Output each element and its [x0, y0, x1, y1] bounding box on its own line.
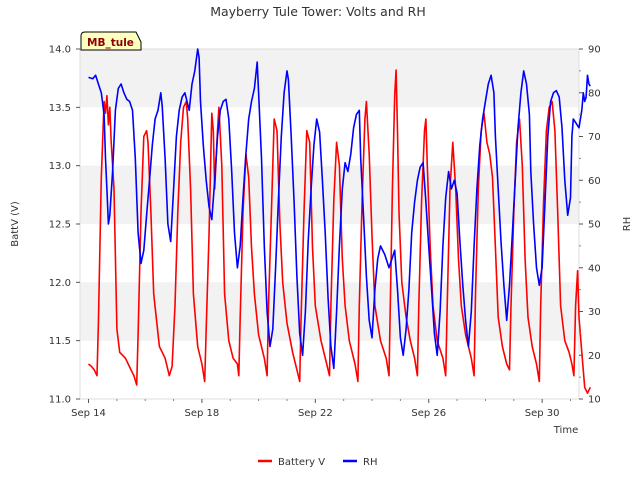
x-tick-label-3: Sep 26	[411, 408, 446, 419]
y-left-tick-label-5: 13.5	[49, 103, 71, 114]
y-right-tick-label-3: 40	[588, 263, 601, 274]
y-left-tick-label-2: 12.0	[49, 278, 71, 289]
y-right-tick-label-4: 50	[588, 220, 601, 231]
y-left-tick-label-3: 12.5	[49, 220, 71, 231]
y-right-tick-label-6: 70	[588, 132, 601, 143]
x-axis-label: Time	[553, 425, 578, 436]
y-left-tick-label-6: 14.0	[49, 45, 71, 56]
series-line-rh	[88, 48, 591, 370]
series-layer	[87, 48, 592, 394]
y-left-tick-label-1: 11.5	[49, 336, 71, 347]
band-1	[80, 165, 579, 224]
x-tick-label-0: Sep 14	[71, 408, 106, 419]
y-axis-right-label: RH	[622, 217, 633, 231]
y-right-tick-label-7: 80	[588, 88, 601, 99]
y-right-tick-label-5: 60	[588, 176, 601, 187]
y-left-tick-label-4: 13.0	[49, 161, 71, 172]
x-tick-label-4: Sep 30	[525, 408, 560, 419]
y-right-tick-label-0: 10	[588, 395, 601, 406]
chart-title: Mayberry Tule Tower: Volts and RH	[210, 4, 426, 19]
y-axis-left-label: BattV (V)	[10, 201, 21, 247]
x-tick-label-1: Sep 18	[185, 408, 220, 419]
x-tick-label-2: Sep 22	[298, 408, 333, 419]
legend-rh-label: RH	[363, 457, 377, 468]
y-right-tick-label-8: 90	[588, 45, 601, 56]
y-left-tick-label-0: 11.0	[49, 395, 71, 406]
legend: Battery V RH	[258, 457, 377, 468]
y-axis-left: 11.0 11.5 12.0 12.5 13.0 13.5 14.0	[49, 45, 80, 406]
background-bands	[80, 49, 579, 341]
legend-battery-label: Battery V	[278, 457, 325, 468]
x-axis: Sep 14 Sep 18 Sep 22 Sep 26 Sep 30	[71, 399, 571, 419]
y-axis-right: 10 20 30 40 50 60 70 80 90	[579, 45, 601, 406]
station-tag-box	[80, 31, 142, 51]
y-right-tick-label-1: 20	[588, 351, 601, 362]
station-tag: MB_tule	[80, 31, 142, 51]
y-right-tick-label-2: 30	[588, 307, 601, 318]
station-tag-text: MB_tule	[87, 37, 134, 49]
band-2	[80, 49, 579, 108]
